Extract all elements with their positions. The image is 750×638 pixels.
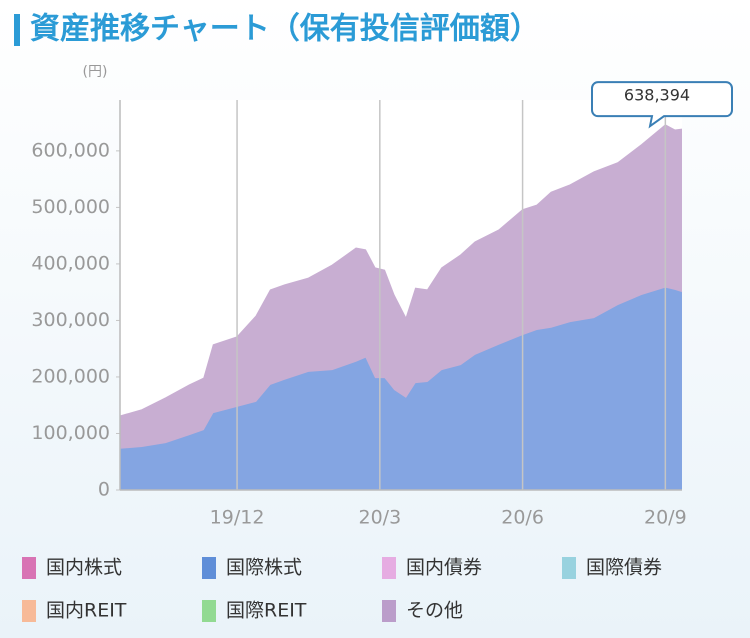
legend-label: 国際債券 xyxy=(586,557,662,579)
plot: 19/12 20/3 20/6 20/9 0 100,000 200,000 300,000 4… xyxy=(31,81,733,529)
y-tick-label: 400,000 xyxy=(31,252,110,274)
legend-swatch xyxy=(382,600,396,622)
callout-label: 638,394 xyxy=(624,86,690,105)
legend-swatch xyxy=(22,600,36,622)
callout-box xyxy=(591,81,733,129)
legend-label: 国際株式 xyxy=(226,557,302,579)
y-tick-label: 0 xyxy=(98,479,110,501)
area-edge xyxy=(119,124,683,417)
area-fill xyxy=(120,287,682,490)
legend-swatch xyxy=(562,557,576,579)
legend-label: 国内債券 xyxy=(406,557,482,579)
x-tick-label: 20/9 xyxy=(644,507,687,529)
x-tick-label: 20/6 xyxy=(501,507,544,529)
legend-swatch xyxy=(202,557,216,579)
callout: 638,394 xyxy=(591,81,733,129)
y-tick-label: 100,000 xyxy=(31,422,110,444)
legend-swatch xyxy=(382,557,396,579)
legend-label: 国内株式 xyxy=(46,557,122,579)
area-fill xyxy=(120,124,682,449)
x-tick-label: 19/12 xyxy=(210,507,265,529)
y-tick-label: 300,000 xyxy=(31,309,110,331)
legend-swatch xyxy=(202,600,216,622)
legend-swatch xyxy=(22,557,36,579)
chart-title: 資産推移チャート（保有投信評価額） xyxy=(30,12,540,47)
legend-label: 国内REIT xyxy=(46,600,127,622)
legend-label: 国際REIT xyxy=(226,600,307,622)
x-tick-label: 20/3 xyxy=(358,507,401,529)
y-tick-label: 200,000 xyxy=(31,365,110,387)
y-tick-label: 600,000 xyxy=(31,139,110,161)
title-bar xyxy=(14,14,20,46)
y-unit: (円) xyxy=(83,64,108,80)
legend-label: その他 xyxy=(406,600,463,622)
y-tick-label: 500,000 xyxy=(31,196,110,218)
